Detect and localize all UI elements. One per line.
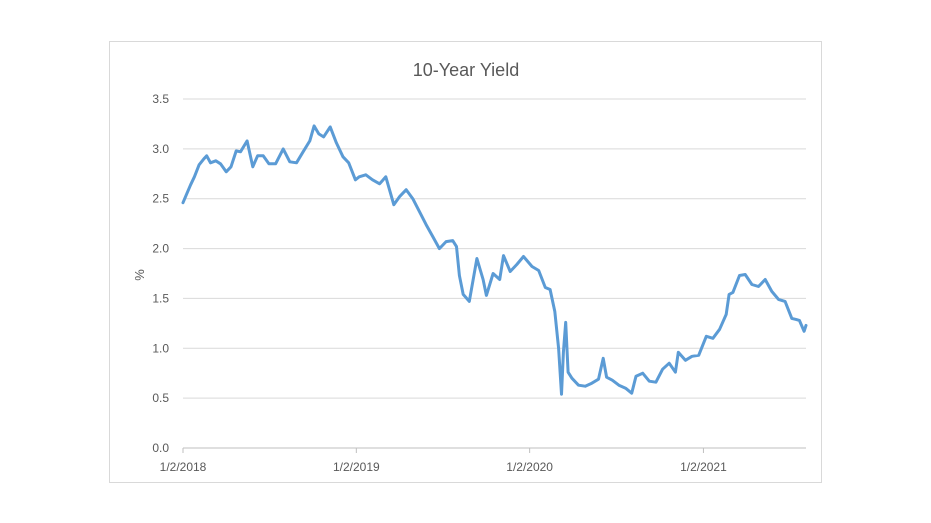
y-tick-label: 1.0 bbox=[152, 341, 169, 355]
y-axis-title: % bbox=[132, 269, 147, 281]
x-tick-labels: 1/2/2018 1/2/2019 1/2/2020 1/2/2021 bbox=[160, 460, 727, 474]
y-tick-label: 0.0 bbox=[152, 441, 169, 455]
x-tick-label: 1/2/2019 bbox=[333, 460, 380, 474]
y-tick-labels: 0.0 0.5 1.0 1.5 2.0 2.5 3.0 3.5 bbox=[152, 92, 169, 455]
chart-frame: 10-Year Yield % 0.0 0.5 1.0 1.5 2.0 2.5 3.0 3.5… bbox=[109, 41, 822, 483]
x-tick-label: 1/2/2020 bbox=[506, 460, 553, 474]
x-tick-label: 1/2/2021 bbox=[680, 460, 727, 474]
y-tick-label: 0.5 bbox=[152, 391, 169, 405]
y-tick-label: 3.0 bbox=[152, 142, 169, 156]
y-tick-label: 3.5 bbox=[152, 92, 169, 106]
y-tick-label: 2.0 bbox=[152, 242, 169, 256]
line-chart: 10-Year Yield % 0.0 0.5 1.0 1.5 2.0 2.5 3.0 3.5… bbox=[132, 60, 808, 474]
x-tick-label: 1/2/2018 bbox=[160, 460, 207, 474]
series-line bbox=[181, 124, 808, 396]
series-layer bbox=[181, 124, 808, 396]
chart-title: 10-Year Yield bbox=[413, 60, 519, 80]
y-tick-label: 1.5 bbox=[152, 291, 169, 305]
gridlines bbox=[182, 98, 806, 453]
y-tick-label: 2.5 bbox=[152, 192, 169, 206]
